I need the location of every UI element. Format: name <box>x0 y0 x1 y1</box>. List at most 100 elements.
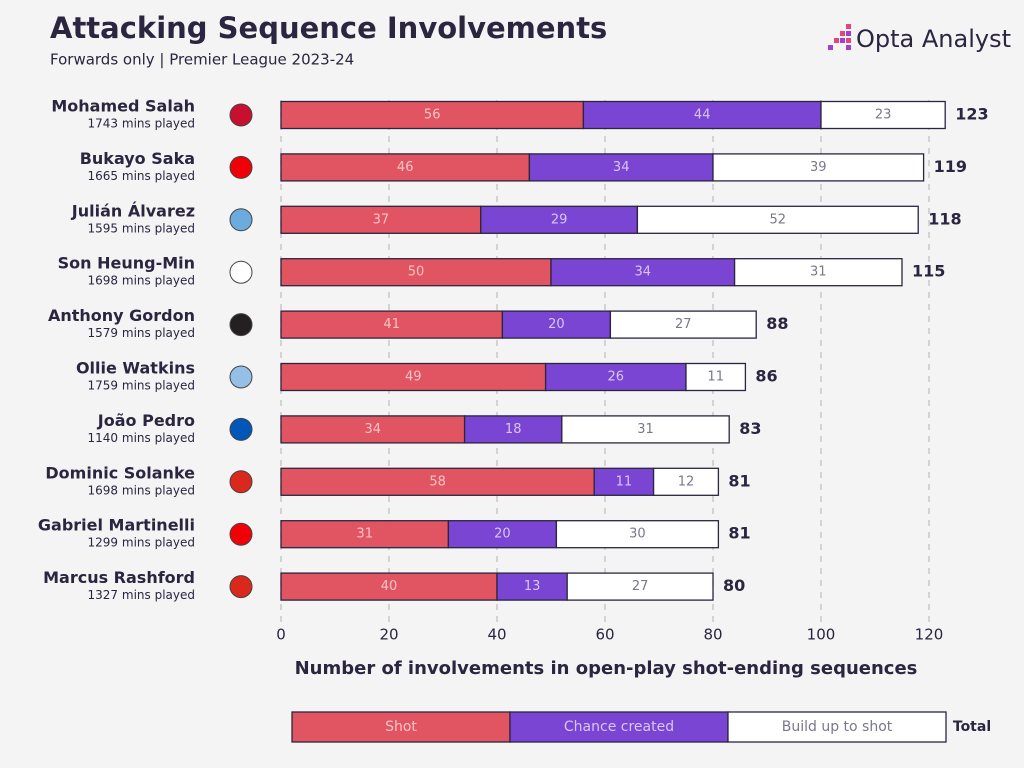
bar-segment <box>280 205 482 234</box>
bar-segment <box>652 467 720 496</box>
segment-label: 50 <box>408 265 425 280</box>
category-note: 1140 mins played <box>88 431 195 445</box>
bar-segment <box>280 415 466 444</box>
legend-swatch <box>291 711 511 743</box>
club-badge <box>229 155 253 179</box>
segment-label: 34 <box>613 160 630 175</box>
segment-label: 58 <box>429 474 446 489</box>
legend-swatch <box>727 711 947 743</box>
segment-label: 39 <box>810 160 827 175</box>
club-badge <box>229 470 253 494</box>
bar-segment <box>555 520 720 549</box>
chart-subtitle: Forwards only | Premier League 2023-24 <box>50 51 354 69</box>
bar-segment <box>280 362 547 392</box>
bar-segment <box>501 310 612 339</box>
bar-segment <box>280 467 595 496</box>
bar-segment <box>280 258 552 287</box>
segment-label: 41 <box>383 317 400 332</box>
bar-segment <box>544 362 687 392</box>
category-label: Dominic Solanke <box>45 463 195 482</box>
bar-segment <box>480 205 639 234</box>
segment-label: 27 <box>632 579 649 594</box>
segment-label: 31 <box>810 265 827 280</box>
segment-label: 40 <box>381 579 398 594</box>
bar-segment <box>566 572 714 601</box>
segment-label: 31 <box>356 527 373 542</box>
x-tick-label: 40 <box>487 626 506 644</box>
category-label: Anthony Gordon <box>48 306 195 325</box>
total-label: 81 <box>728 524 750 543</box>
club-badge <box>229 365 253 389</box>
segment-label: 52 <box>770 212 787 227</box>
bar-segment <box>820 100 946 130</box>
category-note: 1698 mins played <box>88 483 195 497</box>
legend-label: Chance created <box>564 719 674 735</box>
segment-label: 20 <box>494 527 511 542</box>
segment-label: 23 <box>875 108 892 123</box>
segment-label: 29 <box>551 212 568 227</box>
total-label: 86 <box>755 367 777 386</box>
total-label: 123 <box>955 105 988 124</box>
club-badge <box>229 103 253 127</box>
bar-segment <box>280 153 531 182</box>
category-note: 1665 mins played <box>88 169 195 183</box>
club-badge <box>229 260 253 284</box>
segment-label: 13 <box>524 579 541 594</box>
legend-total: Total <box>953 719 991 735</box>
total-label: 118 <box>928 209 961 228</box>
x-tick-label: 20 <box>379 626 398 644</box>
segment-label: 30 <box>629 527 646 542</box>
x-tick-label: 120 <box>915 626 944 644</box>
segment-label: 31 <box>637 422 654 437</box>
bar-segment <box>636 205 919 234</box>
total-label: 81 <box>728 471 750 490</box>
bar-segment <box>593 467 655 496</box>
segment-label: 46 <box>397 160 414 175</box>
category-label: Ollie Watkins <box>76 359 195 378</box>
category-label: Son Heung-Min <box>58 254 195 273</box>
category-note: 1759 mins played <box>88 379 195 393</box>
bar-segment <box>280 572 498 601</box>
category-label: João Pedro <box>97 411 195 430</box>
category-note: 1579 mins played <box>88 326 195 340</box>
total-label: 80 <box>723 576 745 595</box>
bar-segment <box>280 100 585 130</box>
bar-segment <box>733 258 903 287</box>
category-label: Mohamed Salah <box>51 97 195 116</box>
bar-segment <box>550 258 736 287</box>
category-note: 1595 mins played <box>88 221 195 235</box>
bar-segment <box>609 310 757 339</box>
segment-label: 27 <box>675 317 692 332</box>
brand-logo <box>828 24 851 50</box>
segment-label: 37 <box>373 212 390 227</box>
total-label: 88 <box>766 314 788 333</box>
club-badge <box>229 575 253 599</box>
bar-segment <box>561 415 730 444</box>
total-label: 115 <box>912 262 945 281</box>
segment-label: 11 <box>707 370 724 385</box>
category-label: Marcus Rashford <box>43 568 195 587</box>
brand-text: Opta Analyst <box>856 25 1011 53</box>
bar-segment <box>280 520 450 549</box>
total-label: 119 <box>934 157 967 176</box>
segment-label: 12 <box>678 474 695 489</box>
club-badge <box>229 417 253 441</box>
segment-label: 34 <box>365 422 382 437</box>
club-badge <box>229 313 253 337</box>
category-label: Julián Álvarez <box>71 201 195 220</box>
category-label: Gabriel Martinelli <box>38 516 195 535</box>
category-note: 1698 mins played <box>88 274 195 288</box>
chart-title: Attacking Sequence Involvements <box>50 11 607 45</box>
segment-label: 26 <box>608 370 625 385</box>
bar-segment <box>712 153 925 182</box>
x-tick-label: 60 <box>595 626 614 644</box>
bar-segment <box>528 153 714 182</box>
total-label: 83 <box>739 419 761 438</box>
category-label: Bukayo Saka <box>80 149 195 168</box>
segment-label: 11 <box>616 474 633 489</box>
segment-label: 20 <box>548 317 565 332</box>
club-badge <box>229 208 253 232</box>
bar-segment <box>447 520 558 549</box>
club-badge <box>229 522 253 546</box>
